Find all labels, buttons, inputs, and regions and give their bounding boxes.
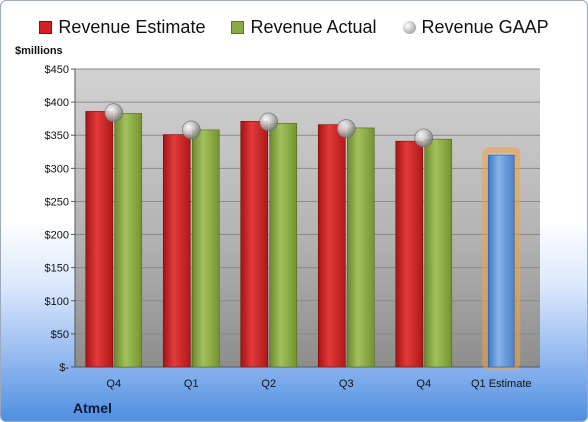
y-tick-label: $50 [51,329,69,341]
estimate-bar [317,124,346,368]
legend-actual-label: Revenue Actual [250,17,377,37]
x-tick-label: Q1 Estimate [471,378,532,390]
estimate-swatch-icon [39,21,53,34]
company-name: Atmel [73,400,112,416]
actual-bar [424,138,453,368]
estimate-bar [395,140,424,368]
future-estimate-bar [487,154,515,368]
x-tick-label: Q4 [106,378,121,390]
plot-area [75,69,540,367]
x-tick-label: Q2 [261,378,276,390]
legend-item-gaap: Revenue GAAP [402,17,549,38]
legend: Revenue Estimate Revenue Actual Revenue … [1,17,587,38]
x-tick-label: Q3 [339,378,354,390]
y-tick-label: $400 [45,97,69,109]
units-label: $millions [15,45,63,57]
estimate-bar [240,121,269,368]
gaap-point [336,119,356,138]
estimate-bar [85,111,114,368]
gaap-marker-icon [402,21,416,34]
gaap-point [181,120,201,140]
y-tick-label: $150 [45,263,69,275]
legend-gaap-label: Revenue GAAP [421,17,549,37]
x-tick-label: Q1 [184,378,199,390]
gaap-point [414,128,434,148]
gaap-point [259,112,279,132]
y-tick-label: $350 [45,130,69,142]
actual-bar [191,129,220,368]
actual-swatch-icon [231,21,245,34]
y-tick-label: $- [59,362,69,374]
gaap-point [104,103,124,123]
legend-item-estimate: Revenue Estimate [39,17,205,38]
y-tick-label: $300 [45,163,69,175]
actual-bar [269,123,298,368]
estimate-bar [162,134,191,368]
y-tick-label: $450 [45,64,69,76]
actual-bar [114,113,143,368]
y-tick-label: $100 [45,296,69,308]
legend-item-actual: Revenue Actual [231,17,377,38]
y-tick-label: $250 [45,196,69,208]
actual-bar [346,127,375,368]
x-tick-label: Q4 [416,378,431,390]
legend-estimate-label: Revenue Estimate [58,17,206,37]
y-tick-label: $200 [45,230,69,242]
